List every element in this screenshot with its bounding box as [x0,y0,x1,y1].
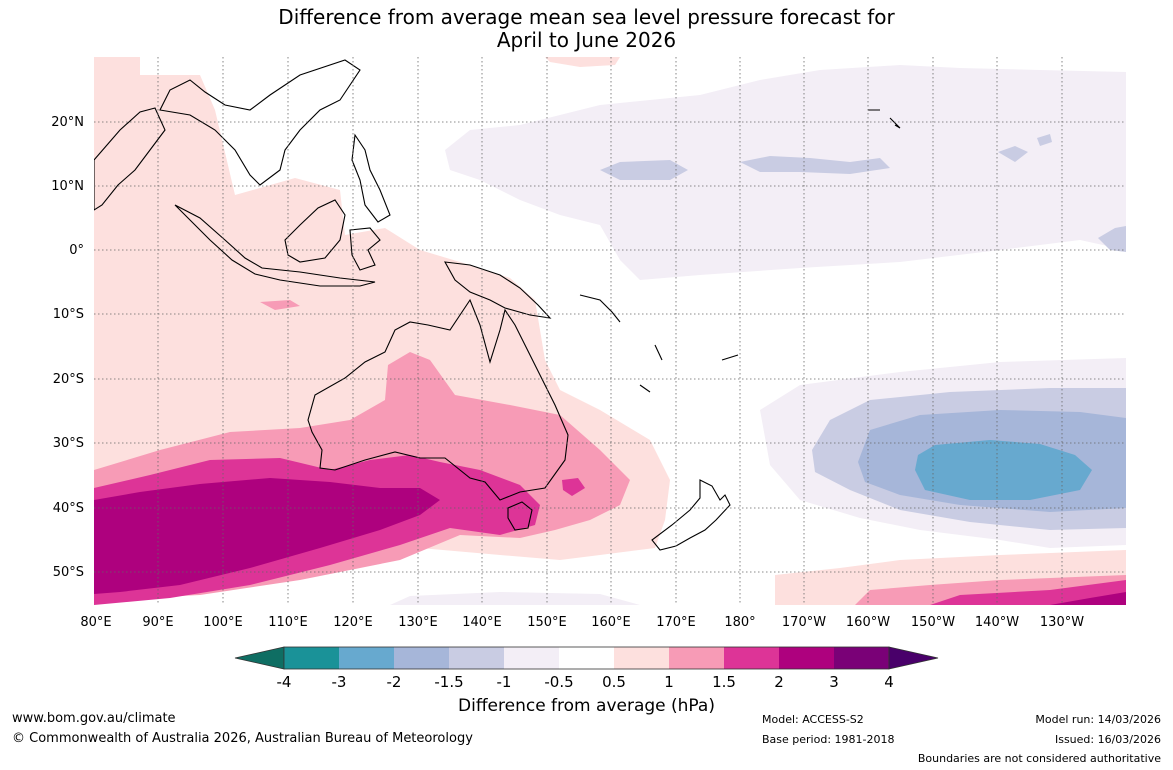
coastlines [94,59,901,551]
anomaly-contours [94,57,1126,605]
model-run-date: Model run: 14/03/2026 [1035,713,1161,726]
anomaly-region-neg2-to-neg3 [915,440,1092,500]
borneo-coastline [284,199,346,263]
longitude-labels: 80°E 90°E 100°E 110°E 120°E 130°E 140°E … [80,615,1084,630]
map-title-line-2: April to June 2026 [496,28,677,52]
colorbar-tick: -3 [332,673,347,691]
lon-label: 120°E [333,615,373,630]
colorbar-tick: 0.5 [602,673,626,691]
lat-label: 10°S [53,307,84,322]
lon-label: 80°E [80,615,111,630]
lon-label: 150°W [911,615,955,630]
philippines-coastline [351,133,391,223]
copyright-text: © Commonwealth of Australia 2026, Austra… [12,731,473,746]
lat-label: 30°S [53,436,84,451]
colorbar-segment [559,647,614,669]
graticule [94,57,1126,605]
colorbar-tick: -0.5 [544,673,573,691]
colorbar-tick: -2 [387,673,402,691]
anomaly-region-2-to-3 [94,478,440,594]
colorbar-segment [394,647,449,669]
colorbar-tick: -1 [497,673,512,691]
pacific-islands [579,109,901,393]
lon-label: 100°E [203,615,243,630]
anomaly-region-1-to-1.5 [260,300,300,310]
anomaly-region-2-to-3 [1050,592,1126,605]
anomaly-region-neg0.5-to-neg1 [390,592,640,605]
lon-label: 160°E [591,615,631,630]
colorbar-segment [724,647,779,669]
colorbar-segment [614,647,669,669]
lon-label: 130°E [398,615,438,630]
colorbar-lower-extend [234,646,285,670]
lat-label: 10°N [51,179,84,194]
colorbar-tick: -1.5 [434,673,463,691]
lon-label: 90°E [142,615,173,630]
lat-label: 20°N [51,115,84,130]
lon-label: 160°W [846,615,890,630]
colorbar-segment [669,647,724,669]
sumatra-java-coastline [174,204,376,287]
colorbar-segment [284,647,339,669]
colorbar-tick: 2 [774,673,784,691]
latitude-labels: 20°N 10°N 0° 10°S 20°S 30°S 40°S 50°S [51,115,84,580]
colorbar-segment [779,647,834,669]
colorbar-segment [834,647,889,669]
anomaly-region-neg1-to-neg1.5 [600,160,688,180]
colorbar-tick: -4 [277,673,292,691]
anomaly-region-neg1-to-neg1.5 [1098,226,1126,252]
anomaly-region-0.5-to-1 [545,57,620,67]
lon-label: 130°W [1040,615,1084,630]
new-guinea-coastline [443,261,552,319]
india-coastline [94,107,166,211]
lon-label: 140°W [975,615,1019,630]
colorbar-segment [449,647,504,669]
colorbar-segment [504,647,559,669]
lat-label: 50°S [53,565,84,580]
anomaly-region-neg1-to-neg1.5 [1037,134,1052,146]
boundaries-disclaimer: Boundaries are not considered authoritat… [917,752,1161,765]
colorbar-label: Difference from average (hPa) [458,696,715,716]
map-title-line-1: Difference from average mean sea level p… [278,5,895,29]
colorbar-tick: 1 [664,673,674,691]
lon-label: 170°E [656,615,696,630]
colorbar: -4 -3 -2 -1.5 -1 -0.5 0.5 1 1.5 2 3 4 [234,646,939,691]
colorbar-frame [283,646,890,670]
base-period: Base period: 1981-2018 [762,733,895,746]
issued-date: Issued: 16/03/2026 [1054,733,1161,746]
colorbar-segment [339,647,394,669]
anomaly-region-1.5-to-2 [930,580,1126,605]
australia-coastline [307,298,569,501]
lon-label: 180° [724,615,755,630]
anomaly-region-neg1-to-neg1.5 [740,156,890,174]
lon-label: 170°W [782,615,826,630]
indochina-coastline [159,59,361,186]
website-link[interactable]: www.bom.gov.au/climate [12,711,176,726]
lat-label: 0° [69,243,84,258]
colorbar-tick: 4 [884,673,894,691]
anomaly-region-neg0.5-to-neg1 [445,65,1126,280]
lat-label: 20°S [53,372,84,387]
anomaly-region-1.5-to-2 [562,478,585,496]
colorbar-tick: 3 [829,673,839,691]
anomaly-region-neg1-to-neg1.5 [998,146,1028,162]
lon-label: 140°E [462,615,502,630]
tasmania-coastline [507,501,533,531]
colorbar-upper-extend [888,646,939,670]
colorbar-tick: 1.5 [712,673,736,691]
new-zealand-coastline [651,479,731,551]
lon-label: 150°E [527,615,567,630]
lon-label: 110°E [268,615,308,630]
lat-label: 40°S [53,501,84,516]
model-name: Model: ACCESS-S2 [762,713,864,726]
